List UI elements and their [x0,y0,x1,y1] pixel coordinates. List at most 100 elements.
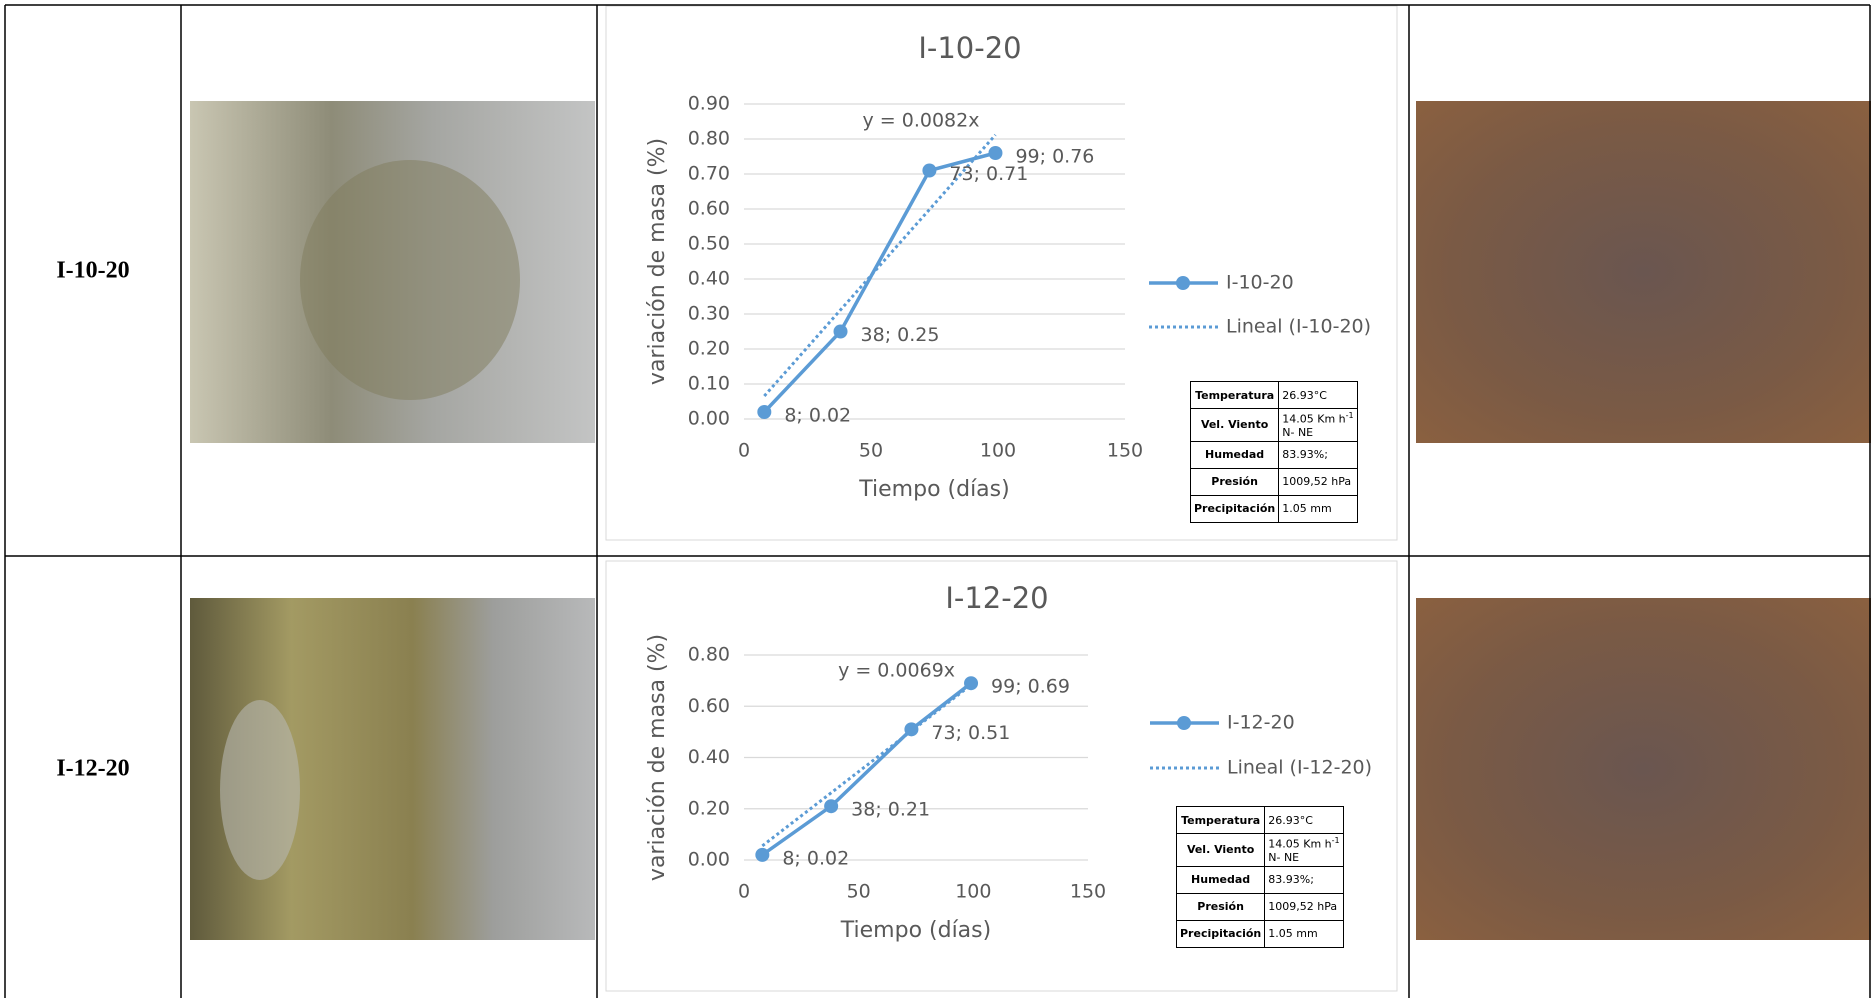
x-tick-label: 150 [1107,440,1143,462]
data-label: 38; 0.25 [861,324,940,346]
weather-label: Temperatura [1177,807,1265,834]
y-tick-label: 0.20 [688,338,730,360]
document-table: I-10-20 I-12-20 I-10-20 0.00 0.10 0.20 0.30 0… [0,0,1872,998]
weather-value: 1.05 mm [1265,920,1343,947]
y-axis-label: variación de masa (%) [645,138,670,385]
weather-value-text: N- NE [1282,426,1313,439]
weather-label: Humedad [1191,441,1279,468]
sample-label: I-10-20 [56,258,129,284]
weather-value: 26.93°C [1265,807,1343,834]
weather-value: 26.93°C [1279,382,1357,409]
weather-label: Precipitación [1177,920,1265,947]
weather-value-text: 14.05 Km h [1268,838,1331,851]
data-point [922,164,936,178]
data-label: 8; 0.02 [782,847,849,869]
y-tick-label: 0.60 [688,198,730,220]
weather-value-sup: -1 [1332,836,1340,845]
y-tick-label: 0.60 [688,695,730,717]
y-tick-label: 0.50 [688,233,730,255]
y-tick-label: 0.00 [688,408,730,430]
weather-value-text: 83.93%; [1282,448,1328,461]
weather-label: Vel. Viento [1191,409,1279,442]
weather-value: 83.93%; [1279,441,1357,468]
weather-value-text: 1009,52 hPa [1268,900,1337,913]
y-tick-label: 0.70 [688,163,730,185]
weather-label: Vel. Viento [1177,834,1265,867]
x-tick-label: 50 [859,440,883,462]
photo-patch [220,700,300,880]
data-point [757,405,771,419]
legend-label: I-10-20 [1226,272,1294,294]
y-tick-label: 0.10 [688,373,730,395]
data-point [904,722,918,736]
x-axis-label: Tiempo (días) [858,477,1009,502]
weather-value: 1.05 mm [1279,495,1357,522]
trendline-equation: y = 0.0082x [862,109,979,131]
y-tick-label: 0.30 [688,303,730,325]
y-tick-label: 0.80 [688,644,730,666]
x-tick-label: 50 [847,881,871,903]
y-tick-label: 0.80 [688,128,730,150]
weather-value-text: 1009,52 hPa [1282,475,1351,488]
weather-label: Presión [1191,468,1279,495]
series-line [762,683,971,855]
data-point [964,676,978,690]
weather-value-text: 14.05 Km h [1282,413,1345,426]
legend-marker [1177,716,1191,730]
sample-photo [1416,101,1871,443]
weather-value-text: 83.93%; [1268,873,1314,886]
chart-title: I-12-20 [945,581,1048,615]
data-point [834,325,848,339]
weather-label: Presión [1177,893,1265,920]
weather-label: Precipitación [1191,495,1279,522]
data-point [755,848,769,862]
weather-value-text: N- NE [1268,851,1299,864]
weather-label: Humedad [1177,866,1265,893]
data-label: 38; 0.21 [851,799,930,821]
x-tick-label: 150 [1070,881,1106,903]
data-label: 73; 0.51 [931,722,1010,744]
chart-title: I-10-20 [918,31,1021,65]
weather-label: Temperatura [1191,382,1279,409]
weather-row: Vel. Viento14.05 Km h-1 N- NE [1177,834,1344,867]
x-axis-label: Tiempo (días) [840,918,991,943]
weather-value-text: 1.05 mm [1282,502,1331,515]
x-tick-label: 100 [980,440,1016,462]
sample-label: I-12-20 [56,756,129,782]
x-tick-label: 100 [955,881,991,903]
y-tick-label: 0.40 [688,746,730,768]
data-point [988,146,1002,160]
page: I-10-20 I-12-20 I-10-20 0.00 0.10 0.20 0.30 0… [0,0,1872,998]
x-tick-label: 0 [738,440,750,462]
weather-value: 14.05 Km h-1 N- NE [1279,409,1357,442]
data-label: 99; 0.69 [991,676,1070,698]
legend-label: Lineal (I-12-20) [1227,757,1372,779]
sample-photo [1416,598,1871,940]
series-line [764,153,995,412]
legend-marker [1176,276,1190,290]
weather-value: 1009,52 hPa [1265,893,1343,920]
data-point [824,799,838,813]
weather-row: Presión1009,52 hPa [1177,893,1344,920]
y-tick-label: 0.20 [688,797,730,819]
x-tick-label: 0 [738,881,750,903]
weather-value-sup: -1 [1346,411,1354,420]
y-tick-label: 0.90 [688,93,730,115]
weather-value: 1009,52 hPa [1279,468,1357,495]
photo-patch [300,160,520,400]
y-tick-label: 0.00 [688,849,730,871]
legend-label: Lineal (I-10-20) [1226,316,1371,338]
trendline-equation: y = 0.0069x [838,659,955,681]
weather-value: 14.05 Km h-1 N- NE [1265,834,1343,867]
data-label: 8; 0.02 [784,405,851,427]
legend-label: I-12-20 [1227,712,1295,734]
